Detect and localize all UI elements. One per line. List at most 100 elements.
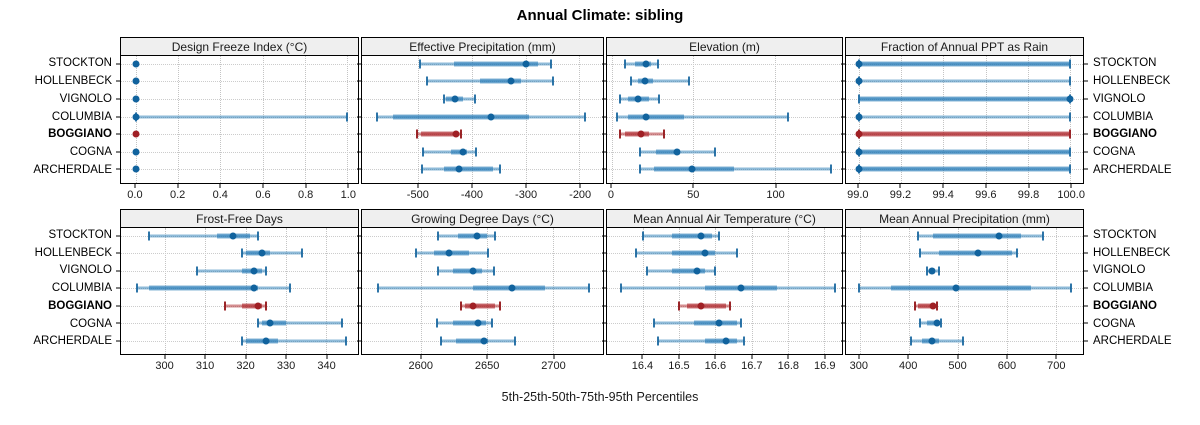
whisker-cap-p95 (487, 248, 490, 258)
median-dot (508, 284, 516, 292)
axis-tick-label: 16.4 (631, 360, 654, 372)
median-dot (451, 95, 459, 103)
axis-tick-label: 0.4 (212, 189, 228, 201)
axis-tick-label: 16.7 (741, 360, 763, 372)
row-tick (841, 305, 845, 307)
row-tick (357, 270, 361, 272)
axis-fraction-ppt-rain: 99.0 99.2 99.4 99.6 99.8 100.0 (845, 184, 1085, 204)
whisker-cap-p5 (436, 318, 439, 328)
percentile-band-25-75 (480, 78, 522, 84)
site-label: VIGNOLO (1093, 264, 1146, 277)
percentile-band-25-75 (628, 114, 684, 120)
whisker-cap-p5 (414, 248, 417, 258)
whisker-cap-p5 (638, 164, 641, 174)
axis-tick (553, 355, 555, 359)
row-tick (1084, 168, 1088, 170)
axis-tick-label: 0.0 (127, 189, 143, 201)
row-tick (116, 168, 120, 170)
whisker-cap-p5 (619, 94, 622, 104)
axis-tick (899, 184, 901, 188)
row-gridline (362, 134, 603, 136)
median-dot (522, 60, 530, 68)
site-labels-right-bottom: STOCKTON HOLLENBECK VIGNOLO COLUMBIA BOGGIAN… (1086, 227, 1197, 355)
percentile-whisker-5-95 (422, 150, 476, 154)
whisker-cap-p5 (196, 266, 199, 276)
row-tick (1084, 151, 1088, 153)
site-label: HOLLENBECK (34, 246, 112, 259)
row-tick (1084, 287, 1088, 289)
row-tick (357, 235, 361, 237)
whisker-cap-p5 (645, 266, 648, 276)
median-dot (701, 249, 709, 257)
panel-strip: Fraction of Annual PPT as Rain (845, 37, 1084, 56)
axis-tick (1070, 184, 1072, 188)
percentile-band-25-75 (245, 250, 270, 256)
median-dot (693, 267, 701, 275)
whisker-cap-p95 (346, 112, 349, 122)
row-gridline (121, 323, 358, 325)
x-gridline (943, 56, 945, 183)
row-tick (841, 168, 845, 170)
whisker-cap-p5 (420, 164, 423, 174)
median-dot (673, 148, 681, 156)
whisker-cap-p95 (939, 318, 942, 328)
median-dot (697, 232, 705, 240)
axis-tick-label: 99.0 (847, 189, 869, 201)
row-tick (841, 63, 845, 65)
site-label: COLUMBIA (51, 110, 112, 123)
panel-effective-precipitation: Effective Precipitation (mm) (357, 37, 608, 184)
percentile-whisker-5-95 (858, 115, 1071, 119)
median-dot (132, 60, 140, 68)
whisker-cap-p95 (492, 266, 495, 276)
row-tick (357, 133, 361, 135)
median-dot (132, 95, 140, 103)
row-tick (602, 287, 606, 289)
percentile-band-25-75 (918, 303, 936, 309)
panel-strip-title: Elevation (m) (689, 39, 760, 54)
whisker-cap-p5 (376, 112, 379, 122)
axis-tick (164, 355, 166, 359)
whisker-cap-p95 (714, 266, 717, 276)
median-dot (1066, 95, 1074, 103)
whisker-cap-p5 (418, 59, 421, 69)
percentile-whisker-5-95 (241, 339, 346, 343)
x-gridline (552, 228, 554, 354)
row-tick (841, 252, 845, 254)
whisker-cap-p95 (1042, 231, 1045, 241)
axis-growing-degree-days: 2600 2650 2700 (361, 355, 604, 375)
panel-frost-free-days: Frost-Free Days (116, 209, 363, 355)
x-gridline (205, 228, 207, 354)
median-dot (487, 113, 495, 121)
site-label: ARCHERDALE (1093, 164, 1172, 177)
panel-plot (602, 228, 847, 355)
median-dot (452, 130, 460, 138)
axis-tick (134, 184, 136, 188)
whisker-cap-p95 (1069, 59, 1072, 69)
row-tick (1084, 116, 1088, 118)
site-label: COGNA (69, 317, 112, 330)
x-gridline (715, 228, 717, 354)
x-gridline (262, 56, 264, 183)
whisker-cap-p95 (583, 112, 586, 122)
axis-tick (305, 184, 307, 188)
median-dot (250, 267, 258, 275)
percentile-whisker-5-95 (657, 339, 745, 343)
median-dot (250, 284, 258, 292)
row-tick (602, 235, 606, 237)
whisker-cap-p95 (513, 336, 516, 346)
percentile-band-25-75 (454, 61, 538, 67)
whisker-cap-p5 (240, 248, 243, 258)
whisker-cap-p95 (474, 94, 477, 104)
axis-tick (347, 184, 349, 188)
row-tick (357, 322, 361, 324)
x-gridline (220, 56, 222, 183)
site-label: VIGNOLO (59, 264, 112, 277)
percentile-whisker-5-95 (135, 115, 348, 119)
median-dot (474, 319, 482, 327)
median-dot (855, 148, 863, 156)
x-gridline (285, 228, 287, 354)
whisker-cap-p5 (615, 112, 618, 122)
median-dot (642, 113, 650, 121)
whisker-cap-p5 (620, 283, 623, 293)
